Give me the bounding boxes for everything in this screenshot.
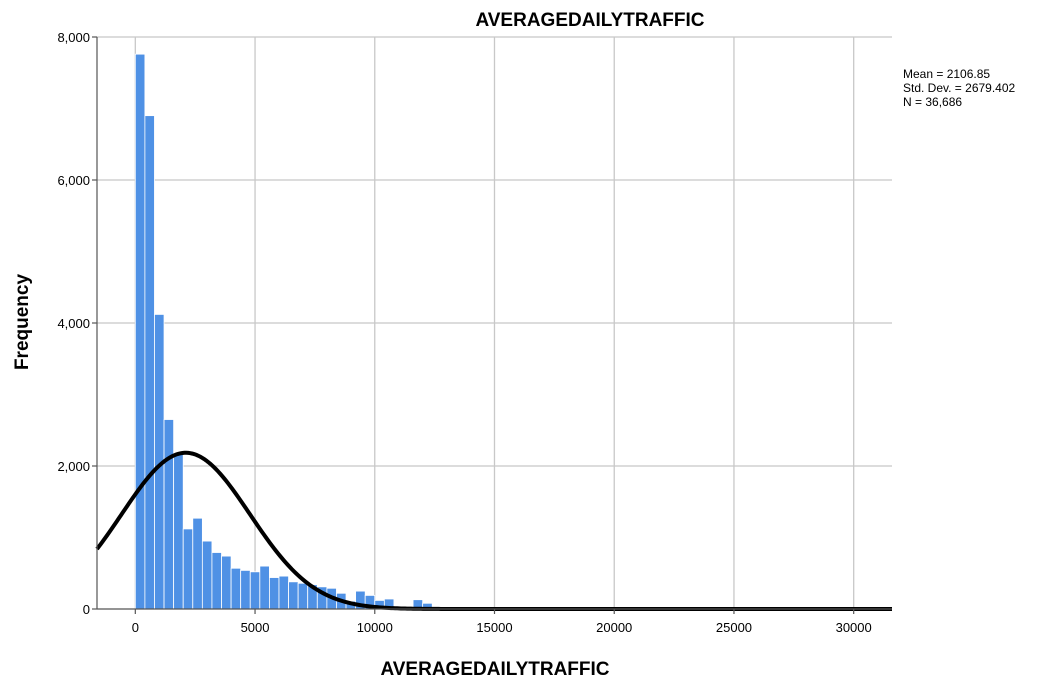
y-axis-label: Frequency: [12, 274, 33, 371]
histogram-bar: [240, 569, 251, 610]
statistics-legend: Mean = 2106.85 Std. Dev. = 2679.402 N = …: [903, 67, 1016, 109]
x-tick-label: 0: [132, 620, 139, 635]
histogram-bar: [182, 528, 194, 610]
y-tick-label: 8,000: [57, 30, 90, 45]
stat-mean: Mean = 2106.85: [903, 67, 990, 81]
x-tick-label: 10000: [357, 620, 393, 635]
histogram-bar: [163, 419, 175, 610]
stat-n: N = 36,686: [903, 95, 962, 109]
histogram-bar: [211, 552, 222, 610]
y-tick-labels: 0 2,000 4,000 6,000 8,000: [57, 30, 97, 617]
histogram-bar: [278, 575, 289, 610]
histogram-bar: [192, 517, 203, 610]
histogram-bar: [134, 53, 146, 610]
histogram-bar: [269, 577, 280, 610]
grid-lines: [97, 36, 892, 609]
x-tick-label: 30000: [836, 620, 872, 635]
histogram-bar: [221, 555, 232, 610]
x-tick-label: 15000: [476, 620, 512, 635]
histogram-bar: [144, 115, 155, 610]
histogram-bar: [230, 567, 242, 610]
histogram-bar: [249, 571, 261, 610]
y-tick-label: 2,000: [57, 459, 90, 474]
y-tick-label: 0: [83, 602, 90, 617]
y-tick-label: 6,000: [57, 173, 90, 188]
x-tick-label: 25000: [716, 620, 752, 635]
stat-std-dev: Std. Dev. = 2679.402: [903, 81, 1016, 95]
x-tick-label: 5000: [241, 620, 270, 635]
histogram-bar: [288, 581, 299, 610]
histogram-bar: [173, 453, 184, 610]
histogram-bar: [297, 582, 309, 610]
x-tick-label: 20000: [596, 620, 632, 635]
x-axis-label: AVERAGEDAILYTRAFFIC: [380, 659, 609, 680]
x-tick-labels: 0 5000 10000 15000 20000 25000 30000: [132, 609, 872, 635]
histogram-bar: [201, 540, 213, 610]
chart-title: AVERAGEDAILYTRAFFIC: [475, 10, 704, 31]
y-tick-label: 4,000: [57, 316, 90, 331]
histogram-bar: [259, 565, 270, 610]
